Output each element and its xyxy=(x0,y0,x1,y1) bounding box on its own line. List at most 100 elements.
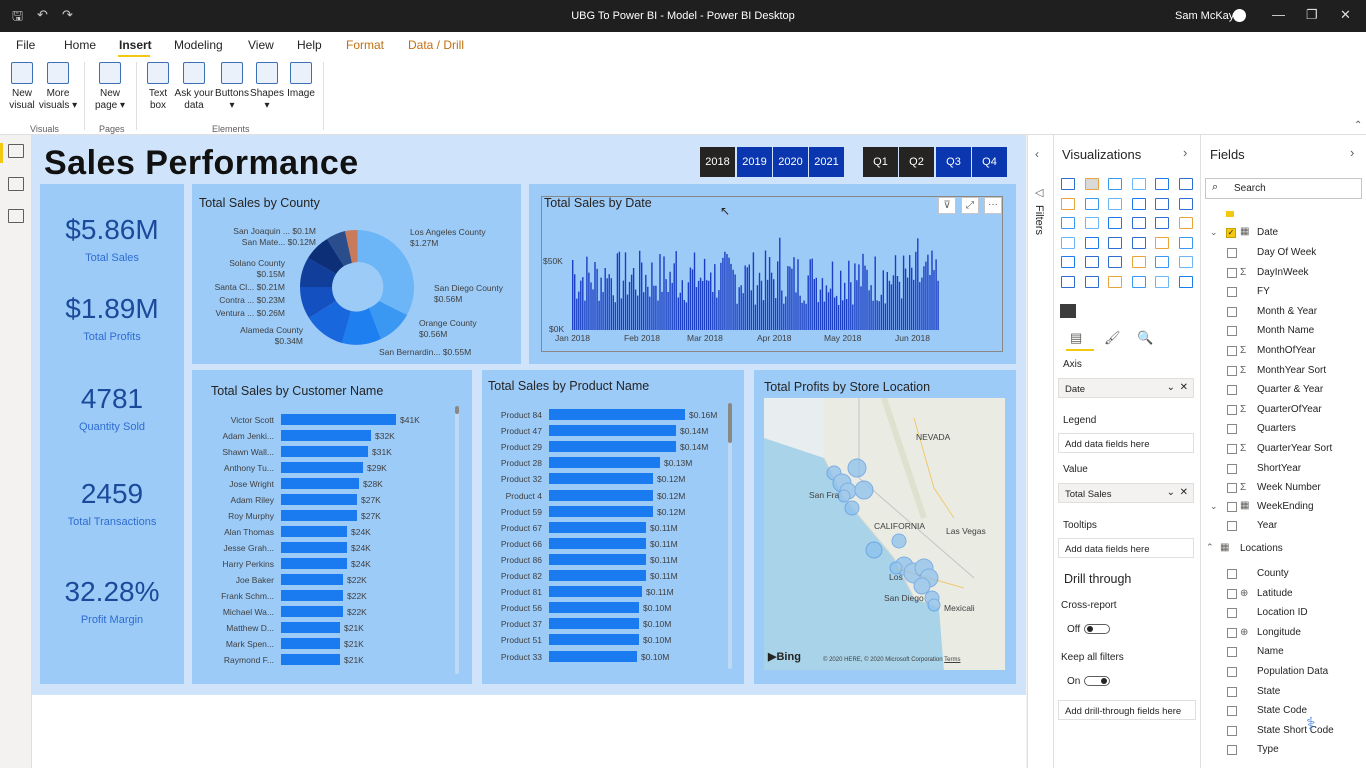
date-bar[interactable] xyxy=(760,280,763,330)
date-bar[interactable] xyxy=(732,269,734,330)
date-bar[interactable] xyxy=(870,285,872,330)
date-bar[interactable] xyxy=(773,279,775,330)
slicer-year-2020[interactable]: 2020 xyxy=(773,147,808,177)
donut-slice-orange[interactable] xyxy=(342,308,381,345)
date-bar[interactable] xyxy=(706,280,708,330)
date-bar[interactable] xyxy=(779,237,781,330)
visual-type-icon[interactable] xyxy=(1084,276,1099,288)
visual-type-icon[interactable] xyxy=(1178,217,1193,230)
visual-type-icon[interactable] xyxy=(1061,217,1075,230)
date-bar[interactable] xyxy=(620,298,623,330)
product-bar[interactable] xyxy=(549,441,676,453)
visual-type-icon[interactable] xyxy=(1155,236,1169,249)
field-row[interactable]: FY xyxy=(1200,284,1366,302)
date-bar[interactable] xyxy=(864,265,866,330)
visual-type-icon[interactable] xyxy=(1084,217,1099,230)
date-bar[interactable] xyxy=(645,274,647,330)
date-bar[interactable] xyxy=(890,284,893,330)
menu-data-drill[interactable]: Data / Drill xyxy=(408,38,465,52)
customer-bar[interactable] xyxy=(281,606,343,617)
date-bar[interactable] xyxy=(888,280,891,330)
avatar[interactable] xyxy=(1233,9,1246,22)
visual-type-icon[interactable] xyxy=(1178,256,1193,269)
date-bar[interactable] xyxy=(687,282,690,330)
date-bar[interactable] xyxy=(785,296,787,331)
date-bar[interactable] xyxy=(754,304,757,330)
field-checkbox[interactable] xyxy=(1227,647,1237,658)
field-row[interactable]: Σ MonthYear Sort xyxy=(1200,363,1366,381)
date-bar[interactable] xyxy=(592,289,594,330)
date-bar[interactable] xyxy=(915,251,917,330)
visual-type-icon[interactable] xyxy=(1084,236,1099,249)
visual-type-icon[interactable] xyxy=(1178,178,1193,190)
field-row[interactable]: Type xyxy=(1200,742,1366,760)
legend-well[interactable]: Add data fields here xyxy=(1058,433,1194,453)
date-bar[interactable] xyxy=(659,254,661,330)
date-bar[interactable] xyxy=(655,285,657,330)
date-bar[interactable] xyxy=(799,295,801,330)
axis-well[interactable]: Date ⌄ ✕ xyxy=(1058,378,1194,398)
field-row[interactable]: Σ QuarterYear Sort xyxy=(1200,441,1366,459)
date-bar[interactable] xyxy=(935,259,937,330)
field-row[interactable]: Month & Year xyxy=(1200,304,1366,322)
map-bubble[interactable] xyxy=(889,561,903,575)
date-bar[interactable] xyxy=(699,277,702,330)
date-bar[interactable] xyxy=(835,295,838,330)
date-bar[interactable] xyxy=(886,272,888,330)
field-row[interactable]: Name xyxy=(1200,644,1366,662)
date-bar[interactable] xyxy=(840,270,842,330)
product-bar[interactable] xyxy=(549,473,653,485)
date-bar[interactable] xyxy=(616,253,619,330)
field-row[interactable]: Month Name xyxy=(1200,323,1366,341)
field-row[interactable]: ⊕ Longitude xyxy=(1200,625,1366,643)
date-bar[interactable] xyxy=(598,300,600,330)
field-checkbox[interactable] xyxy=(1227,706,1237,717)
date-bar[interactable] xyxy=(874,256,876,331)
map-bubble[interactable] xyxy=(927,598,941,612)
save-icon[interactable]: 🖫 xyxy=(12,8,24,23)
visual-type-icon[interactable] xyxy=(1108,236,1122,249)
map-bubble[interactable] xyxy=(913,577,931,595)
slicer-year-2021[interactable]: 2021 xyxy=(809,147,844,177)
date-bar[interactable] xyxy=(921,277,923,330)
date-bar[interactable] xyxy=(614,302,616,330)
product-bar[interactable] xyxy=(549,650,637,662)
remove-field-icon[interactable]: ✕ xyxy=(1179,382,1188,393)
field-checkbox[interactable] xyxy=(1227,424,1237,435)
date-bar[interactable] xyxy=(730,263,732,330)
date-bar[interactable] xyxy=(860,286,862,330)
date-bar[interactable] xyxy=(657,300,659,330)
date-bar[interactable] xyxy=(862,253,864,330)
date-bar[interactable] xyxy=(669,271,671,330)
map-canvas[interactable]: NEVADA CALIFORNIA Las Vegas San Fra Los … xyxy=(764,398,1005,670)
field-checkbox[interactable] xyxy=(1227,444,1237,454)
visual-type-icon[interactable] xyxy=(1131,217,1146,230)
date-bar[interactable] xyxy=(572,260,574,330)
customer-bar[interactable] xyxy=(281,574,343,585)
date-bar[interactable] xyxy=(898,281,901,330)
date-bar[interactable] xyxy=(777,261,779,330)
date-bar[interactable] xyxy=(580,280,582,330)
date-bar[interactable] xyxy=(746,267,748,330)
date-bar[interactable] xyxy=(768,257,771,330)
date-bar[interactable] xyxy=(661,291,663,330)
customer-bar[interactable] xyxy=(281,638,340,649)
date-bar[interactable] xyxy=(703,258,706,330)
date-bar[interactable] xyxy=(913,279,915,330)
chevron-left-icon[interactable]: ‹ xyxy=(1035,147,1039,161)
visual-type-icon[interactable] xyxy=(1061,178,1075,190)
visual-type-icon[interactable] xyxy=(1084,197,1099,210)
date-bar[interactable] xyxy=(868,290,870,330)
date-bar[interactable] xyxy=(667,292,669,330)
model-view-icon[interactable] xyxy=(8,209,24,223)
date-bar[interactable] xyxy=(626,294,629,330)
field-row[interactable]: State Short Code xyxy=(1200,723,1366,741)
date-bar[interactable] xyxy=(602,292,604,330)
date-bar[interactable] xyxy=(848,260,850,330)
date-bar[interactable] xyxy=(697,280,700,330)
map-bubble[interactable] xyxy=(844,500,860,516)
keep-filters-toggle[interactable] xyxy=(1084,676,1110,686)
field-checkbox[interactable] xyxy=(1227,326,1237,337)
visual-type-icon[interactable] xyxy=(1108,217,1122,230)
slicer-year-2018[interactable]: 2018 xyxy=(700,147,735,177)
